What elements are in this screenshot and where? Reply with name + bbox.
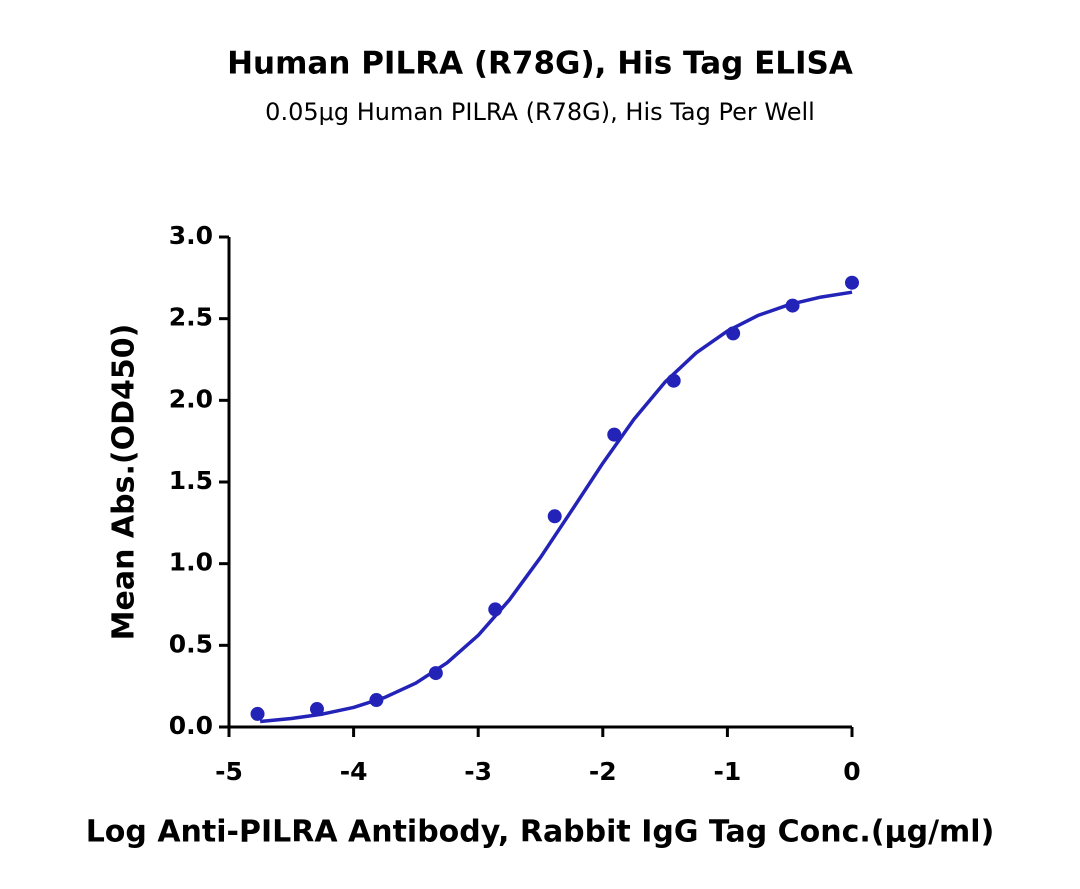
y-tick-label: 0.5 <box>169 629 213 658</box>
data-point <box>607 427 622 442</box>
data-point <box>845 275 859 290</box>
y-tick-label: 2.5 <box>169 303 213 332</box>
fit-curve <box>259 290 853 724</box>
x-tick-label: 0 <box>843 757 860 786</box>
x-tick-label: -3 <box>464 757 492 786</box>
y-axis-label: Mean Abs.(OD450) <box>107 324 142 641</box>
x-tick-label: -2 <box>589 757 617 786</box>
y-tick-label: 3.0 <box>169 221 213 250</box>
data-point <box>547 509 562 524</box>
chart-title: Human PILRA (R78G), His Tag ELISA <box>227 46 853 82</box>
x-tick-label: -4 <box>340 757 368 786</box>
data-point <box>309 702 324 717</box>
x-tick-label: -5 <box>215 757 243 786</box>
y-tick-label: 1.0 <box>169 548 213 577</box>
y-tick-label: 1.5 <box>169 466 213 495</box>
data-point <box>250 706 265 721</box>
y-tick-label: 0.0 <box>169 711 213 740</box>
x-tick-label: -1 <box>714 757 742 786</box>
y-tick-label: 2.0 <box>169 384 213 413</box>
x-axis-label: Log Anti-PILRA Antibody, Rabbit IgG Tag … <box>86 815 995 850</box>
chart-subtitle: 0.05μg Human PILRA (R78G), His Tag Per W… <box>265 98 815 126</box>
